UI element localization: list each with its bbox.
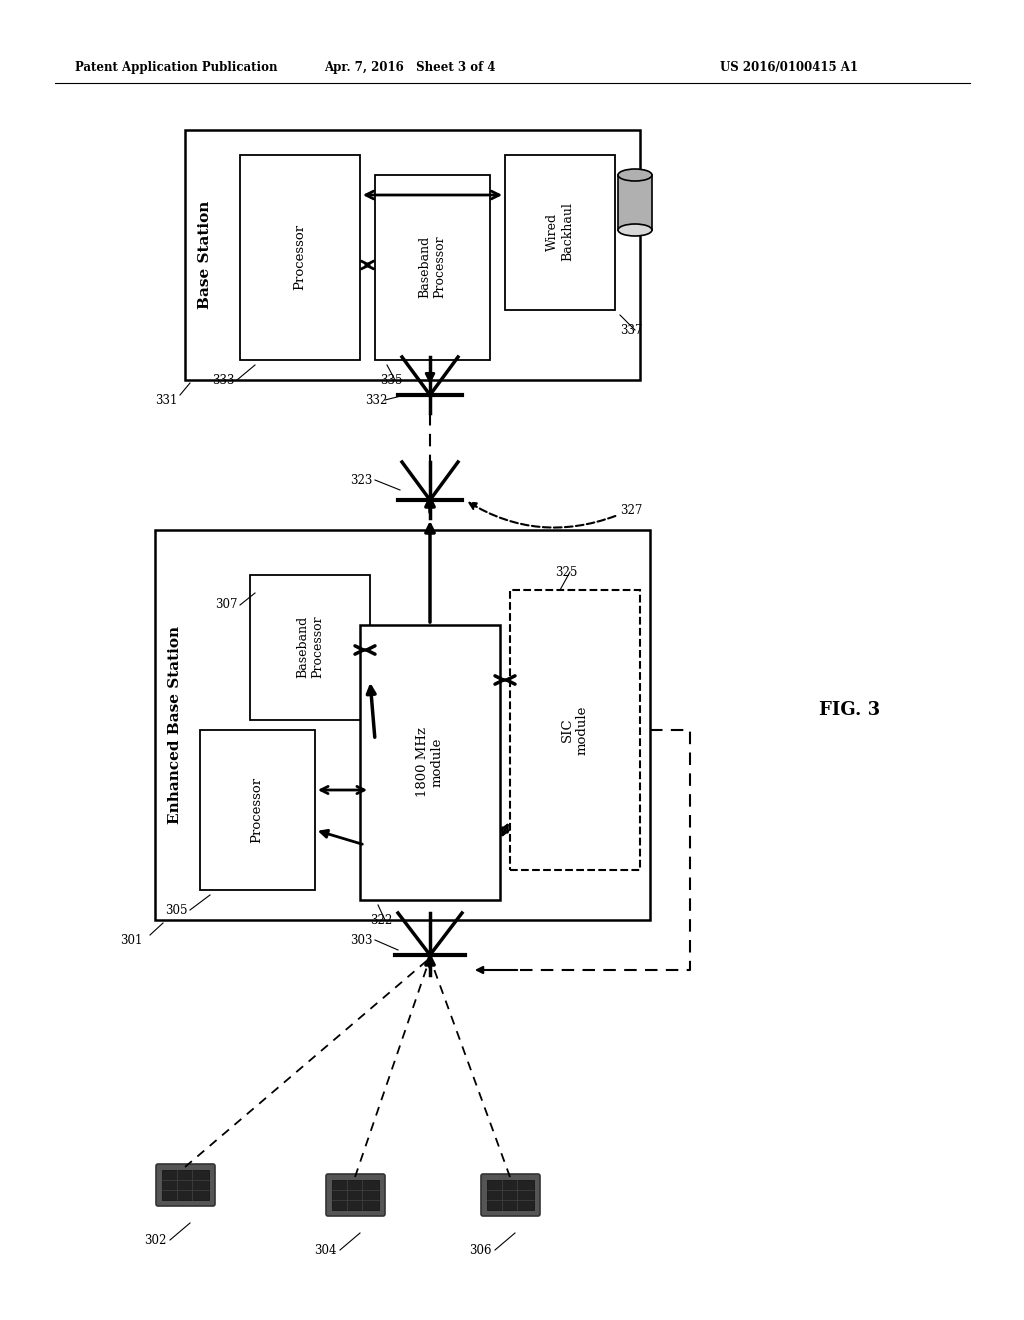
- Text: 327: 327: [620, 503, 642, 516]
- Bar: [200, 730, 315, 890]
- Text: Processor: Processor: [251, 777, 263, 843]
- Text: Base Station: Base Station: [198, 201, 212, 309]
- Text: 337: 337: [620, 323, 642, 337]
- Text: Patent Application Publication: Patent Application Publication: [75, 62, 278, 74]
- Text: 332: 332: [365, 393, 387, 407]
- Text: Wired
Backhaul: Wired Backhaul: [546, 202, 574, 261]
- Text: US 2016/0100415 A1: US 2016/0100415 A1: [720, 62, 858, 74]
- Text: 305: 305: [165, 903, 187, 916]
- Text: 301: 301: [120, 933, 142, 946]
- Text: Processor: Processor: [294, 224, 306, 290]
- Ellipse shape: [618, 169, 652, 181]
- Text: Baseband
Processor: Baseband Processor: [296, 615, 324, 678]
- Text: 333: 333: [213, 374, 234, 387]
- Bar: [250, 576, 370, 719]
- Bar: [360, 624, 500, 900]
- Text: Enhanced Base Station: Enhanced Base Station: [168, 626, 182, 824]
- Text: 302: 302: [143, 1233, 166, 1246]
- Ellipse shape: [618, 224, 652, 236]
- Bar: [618, 176, 652, 230]
- Bar: [240, 154, 360, 360]
- Text: 322: 322: [370, 913, 392, 927]
- Bar: [155, 531, 650, 920]
- Text: Baseband
Processor: Baseband Processor: [418, 236, 446, 298]
- Text: 323: 323: [350, 474, 373, 487]
- FancyBboxPatch shape: [326, 1173, 385, 1216]
- FancyBboxPatch shape: [481, 1173, 540, 1216]
- Bar: [510, 590, 640, 870]
- FancyBboxPatch shape: [156, 1164, 215, 1206]
- Bar: [487, 1180, 534, 1210]
- Text: SIC
module: SIC module: [561, 705, 589, 755]
- Text: 325: 325: [555, 565, 578, 578]
- Text: FIG. 3: FIG. 3: [819, 701, 881, 719]
- Bar: [185, 129, 640, 380]
- Bar: [375, 176, 490, 360]
- Bar: [162, 1170, 209, 1200]
- Text: 307: 307: [215, 598, 238, 611]
- Text: 335: 335: [380, 374, 402, 387]
- Text: 1800 MHz
module: 1800 MHz module: [416, 727, 444, 797]
- Bar: [332, 1180, 379, 1210]
- Text: 304: 304: [313, 1243, 336, 1257]
- Text: 306: 306: [469, 1243, 492, 1257]
- Text: Apr. 7, 2016   Sheet 3 of 4: Apr. 7, 2016 Sheet 3 of 4: [325, 62, 496, 74]
- Bar: [505, 154, 615, 310]
- Text: 303: 303: [350, 933, 373, 946]
- Text: 331: 331: [155, 393, 177, 407]
